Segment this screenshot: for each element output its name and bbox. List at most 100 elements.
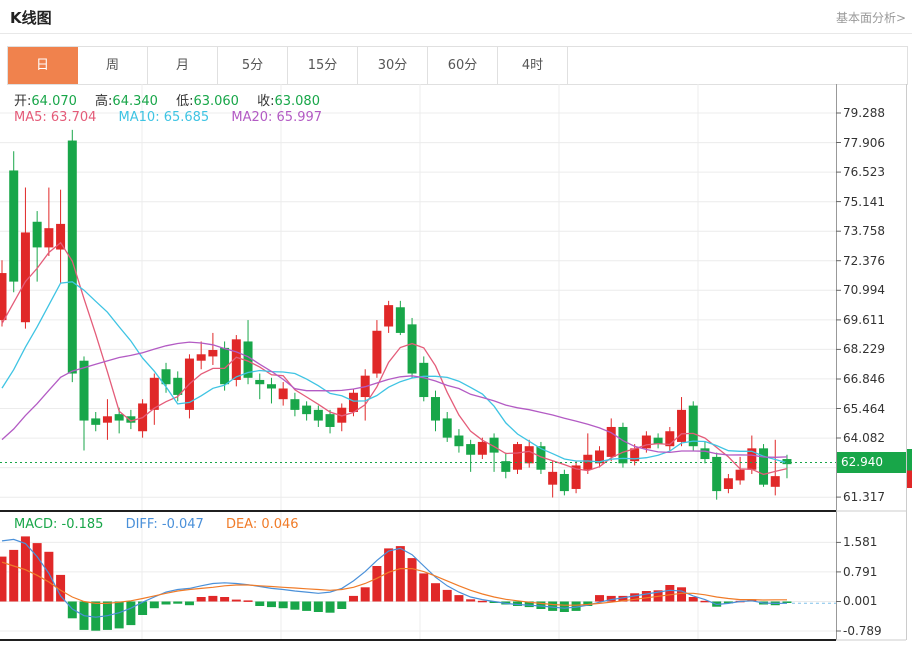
- candle-body[interactable]: [91, 418, 101, 425]
- candle-body[interactable]: [149, 377, 159, 410]
- macd-bar: [290, 601, 300, 610]
- candle-body[interactable]: [747, 448, 757, 470]
- candle-body[interactable]: [454, 435, 464, 447]
- tab-4hour[interactable]: 4时: [498, 47, 568, 84]
- candle-body[interactable]: [536, 446, 546, 470]
- candle-body[interactable]: [466, 444, 476, 455]
- candle-body[interactable]: [513, 444, 523, 470]
- tab-30min[interactable]: 30分: [358, 47, 428, 84]
- dea-value: 0.046: [261, 517, 299, 532]
- candle-body[interactable]: [700, 448, 710, 460]
- candle-body[interactable]: [407, 324, 417, 374]
- tab-15min[interactable]: 15分: [288, 47, 358, 84]
- macd-bar: [114, 601, 124, 629]
- candle-body[interactable]: [67, 140, 77, 374]
- fundamental-analysis-link[interactable]: 基本面分析>: [835, 11, 906, 25]
- candle-body[interactable]: [20, 232, 30, 323]
- candle-body[interactable]: [759, 448, 769, 485]
- candle-body[interactable]: [173, 377, 183, 395]
- candle-body[interactable]: [9, 170, 19, 282]
- candle-body[interactable]: [524, 446, 534, 464]
- candle-body[interactable]: [770, 476, 780, 487]
- candle-body[interactable]: [501, 461, 511, 472]
- price-tick-label: 64.082: [843, 431, 885, 446]
- close-value: 63.080: [274, 94, 320, 109]
- dea-label: DEA:: [225, 517, 258, 532]
- candle-body[interactable]: [782, 459, 792, 465]
- macd-bar: [466, 599, 476, 602]
- candle-body[interactable]: [688, 405, 698, 447]
- candle-body[interactable]: [0, 273, 7, 321]
- candle-body[interactable]: [395, 307, 405, 333]
- candle-body[interactable]: [419, 362, 429, 398]
- candle-body[interactable]: [641, 435, 651, 449]
- candle-body[interactable]: [618, 426, 628, 464]
- candle-body[interactable]: [606, 426, 616, 457]
- candle-body[interactable]: [208, 350, 218, 357]
- macd-bar: [524, 601, 534, 608]
- macd-bar: [536, 601, 546, 609]
- candle-body[interactable]: [243, 341, 253, 378]
- candle-body[interactable]: [44, 228, 54, 248]
- candle-body[interactable]: [348, 392, 358, 413]
- candle-body[interactable]: [290, 399, 300, 410]
- candle-body[interactable]: [220, 347, 230, 385]
- candle-body[interactable]: [477, 441, 487, 455]
- candle-body[interactable]: [161, 369, 171, 385]
- candle-body[interactable]: [384, 305, 394, 327]
- candle-body[interactable]: [548, 471, 558, 485]
- macd-bar: [161, 601, 171, 605]
- candle-body[interactable]: [79, 360, 89, 421]
- macd-bar: [513, 601, 523, 606]
- candle-body[interactable]: [266, 384, 276, 389]
- tab-60min[interactable]: 60分: [428, 47, 498, 84]
- candle-body[interactable]: [255, 379, 265, 385]
- candle-body[interactable]: [278, 388, 288, 400]
- candle-body[interactable]: [302, 405, 312, 415]
- ohlc-readout: 开:64.070 高:64.340 低:63.060 收:63.080: [14, 90, 334, 109]
- macd-bar: [559, 601, 569, 612]
- candle-body[interactable]: [630, 448, 640, 462]
- candle-body[interactable]: [126, 416, 136, 423]
- candle-body[interactable]: [665, 431, 675, 447]
- candle-body[interactable]: [442, 418, 452, 438]
- ma20-label: MA20:: [231, 110, 273, 125]
- candle-body[interactable]: [583, 454, 593, 470]
- candle-body[interactable]: [677, 409, 687, 442]
- macd-bar: [20, 536, 30, 602]
- tab-month[interactable]: 月: [148, 47, 218, 84]
- tab-5min[interactable]: 5分: [218, 47, 288, 84]
- candle-body[interactable]: [595, 450, 605, 464]
- candle-body[interactable]: [559, 473, 569, 492]
- macd-bar: [32, 543, 42, 602]
- macd-bar: [9, 549, 19, 602]
- candle-body[interactable]: [712, 456, 722, 492]
- candle-body[interactable]: [32, 221, 42, 248]
- macd-tick-label: 0.001: [843, 594, 878, 609]
- candle-body[interactable]: [571, 465, 581, 489]
- open-value: 64.070: [31, 94, 77, 109]
- candle-body[interactable]: [196, 354, 206, 361]
- macd-layer: [0, 536, 792, 631]
- macd-bar: [302, 601, 312, 611]
- candle-body[interactable]: [372, 330, 382, 374]
- candle-body[interactable]: [114, 414, 124, 421]
- candle-body[interactable]: [430, 397, 440, 421]
- macd-bar: [266, 601, 276, 608]
- candle-body[interactable]: [489, 437, 499, 453]
- macd-bar: [348, 595, 358, 602]
- ma10-value: 65.685: [163, 110, 210, 125]
- candle-body[interactable]: [102, 416, 112, 423]
- candle-body[interactable]: [56, 223, 66, 250]
- macd-bar: [688, 597, 698, 602]
- macd-bar: [56, 574, 66, 602]
- tab-week[interactable]: 周: [78, 47, 148, 84]
- candle-body[interactable]: [325, 414, 335, 427]
- candle-body[interactable]: [653, 437, 663, 445]
- candle-body[interactable]: [313, 409, 323, 421]
- candle-body[interactable]: [231, 339, 241, 380]
- macd-bar: [278, 601, 288, 609]
- candle-body[interactable]: [735, 469, 745, 481]
- tab-day[interactable]: 日: [8, 47, 78, 84]
- candle-body[interactable]: [723, 478, 733, 489]
